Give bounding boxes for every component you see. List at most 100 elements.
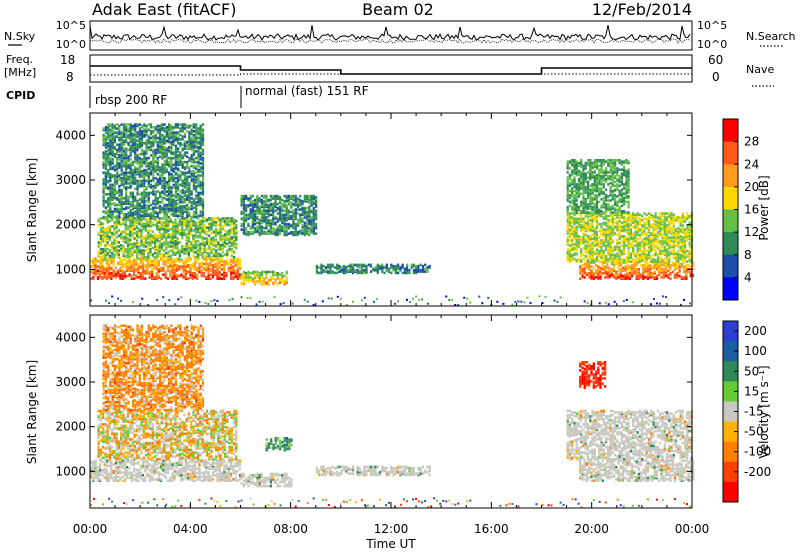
echo-pixel — [169, 256, 172, 259]
echo-pixel — [174, 139, 177, 142]
echo-pixel — [209, 269, 212, 272]
echo-pixel — [605, 259, 608, 262]
echo-pixel — [113, 180, 116, 184]
echo-pixel — [163, 249, 166, 252]
echo-pixel — [203, 247, 206, 251]
echo-pixel — [163, 213, 166, 216]
echo-pixel — [258, 221, 261, 225]
echo-pixel — [195, 132, 198, 136]
echo-pixel — [181, 225, 184, 228]
echo-pixel — [308, 226, 311, 230]
echo-pixel — [263, 280, 266, 283]
echo-pixel — [168, 195, 171, 199]
echo-pixel — [573, 228, 576, 231]
echo-pixel — [312, 226, 315, 230]
echo-pixel — [117, 249, 120, 252]
echo-pixel — [138, 215, 141, 219]
echo-pixel — [125, 159, 128, 163]
echo-pixel — [589, 247, 592, 250]
echo-pixel — [200, 273, 203, 276]
echo-pixel — [177, 172, 180, 176]
echo-pixel — [167, 223, 170, 227]
echo-pixel — [174, 195, 177, 199]
echo-pixel — [397, 263, 400, 267]
echo-pixel — [129, 217, 132, 220]
echo-pixel — [116, 214, 119, 217]
echo-pixel — [227, 261, 230, 264]
echo-pixel — [149, 221, 152, 224]
echo-pixel — [145, 170, 148, 173]
echo-pixel — [195, 176, 198, 180]
echo-pixel — [605, 233, 608, 237]
echo-pixel — [111, 132, 114, 136]
echo-pixel — [184, 258, 187, 262]
echo-pixel — [256, 201, 259, 205]
echo-pixel — [236, 260, 239, 263]
echo-pixel — [131, 193, 135, 196]
echo-pixel — [124, 241, 127, 244]
echo-pixel — [156, 124, 159, 128]
echo-pixel — [178, 222, 181, 226]
echo-pixel — [272, 220, 275, 223]
echo-pixel — [181, 215, 184, 219]
echo-pixel — [345, 268, 348, 272]
echo-pixel — [208, 238, 211, 242]
echo-pixel — [235, 246, 238, 250]
echo-pixel — [147, 223, 150, 227]
echo-pixel — [140, 183, 144, 187]
echo-pixel — [143, 168, 146, 172]
echo-pixel — [190, 197, 193, 200]
echo-pixel — [256, 205, 259, 209]
echo-pixel — [263, 200, 266, 203]
echo-pixel — [201, 166, 205, 169]
echo-pixel — [136, 134, 139, 137]
echo-pixel — [278, 224, 282, 227]
echo-pixel — [196, 254, 200, 258]
echo-pixel — [154, 246, 157, 250]
echo-pixel — [179, 170, 182, 173]
echo-pixel — [163, 217, 166, 220]
echo-pixel — [283, 282, 286, 286]
echo-pixel — [133, 222, 136, 226]
echo-pixel — [186, 126, 189, 129]
echo-pixel — [152, 150, 155, 153]
echo-pixel — [588, 266, 591, 270]
echo-pixel — [188, 190, 191, 193]
echo-pixel — [158, 251, 161, 255]
echo-pixel — [568, 216, 571, 219]
echo-pixel — [589, 257, 592, 261]
echo-pixel — [154, 152, 157, 156]
echo-pixel — [108, 243, 111, 247]
echo-pixel — [140, 191, 144, 195]
echo-pixel — [113, 222, 116, 226]
echo-pixel — [109, 146, 112, 149]
echo-pixel — [579, 266, 582, 270]
echo-pixel — [170, 124, 173, 128]
echo-pixel — [278, 196, 282, 199]
echo-pixel — [230, 235, 233, 239]
echo-pixel — [168, 126, 171, 129]
echo-pixel — [102, 226, 105, 230]
echo-pixel — [324, 266, 327, 269]
echo-pixel — [619, 273, 622, 276]
echo-pixel — [120, 202, 123, 205]
echo-pixel — [199, 136, 202, 140]
echo-pixel — [102, 215, 105, 219]
echo-pixel — [301, 225, 304, 229]
echo-pixel — [161, 206, 164, 209]
echo-pixel — [194, 239, 197, 243]
echo-pixel — [196, 229, 200, 232]
echo-pixel — [174, 156, 177, 160]
echo-pixel — [163, 166, 166, 169]
echo-pixel — [142, 249, 145, 252]
echo-pixel — [584, 248, 587, 251]
echo-pixel — [194, 222, 197, 226]
echo-pixel — [251, 214, 254, 218]
echo-pixel — [217, 217, 220, 220]
echo-pixel — [664, 265, 668, 268]
echo-pixel — [265, 197, 268, 200]
echo-pixel — [163, 176, 166, 180]
echo-pixel — [189, 270, 192, 274]
echo-pixel — [267, 214, 270, 218]
echo-pixel — [188, 213, 191, 216]
